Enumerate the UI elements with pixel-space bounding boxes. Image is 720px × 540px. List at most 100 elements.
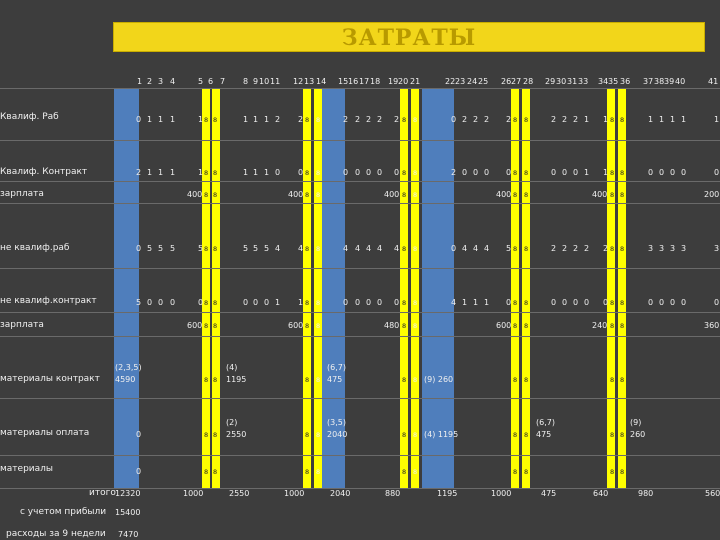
table-cell: 1 bbox=[170, 115, 176, 124]
table-cell: 8 bbox=[305, 245, 310, 253]
table-cell: 8 bbox=[316, 376, 321, 384]
table-cell: 0 bbox=[573, 168, 579, 177]
table-cell: 8 bbox=[213, 116, 218, 124]
row-divider bbox=[0, 336, 720, 337]
table-cell: 0 bbox=[158, 298, 164, 307]
table-cell: 0 bbox=[484, 168, 490, 177]
column-total: 2550 bbox=[229, 489, 250, 498]
table-cell: 0 bbox=[562, 298, 568, 307]
table-cell: (2,3,5) bbox=[115, 363, 142, 372]
table-cell: 0 bbox=[366, 298, 372, 307]
table-cell: 2 bbox=[377, 115, 383, 124]
column-total: 880 bbox=[385, 489, 401, 498]
column-total: 1000 bbox=[284, 489, 305, 498]
table-cell: 400 bbox=[187, 190, 203, 199]
week-number: 31 bbox=[567, 77, 578, 86]
column-total: 1000 bbox=[491, 489, 512, 498]
yellow-column-band bbox=[522, 88, 530, 488]
week-number: 36 bbox=[620, 77, 631, 86]
table-cell: 2 bbox=[473, 115, 479, 124]
table-cell: 8 bbox=[402, 322, 407, 330]
table-cell: 4 bbox=[462, 244, 468, 253]
yellow-column-band bbox=[303, 88, 311, 488]
table-cell: 8 bbox=[513, 169, 518, 177]
table-cell: 0 bbox=[573, 298, 579, 307]
table-cell: 0 bbox=[681, 298, 687, 307]
table-cell: 475 bbox=[327, 375, 343, 384]
table-cell: 1 bbox=[681, 115, 687, 124]
table-cell: 8 bbox=[204, 116, 209, 124]
week-number: 41 bbox=[708, 77, 719, 86]
table-cell: (6,7) bbox=[536, 418, 555, 427]
table-cell: 1 bbox=[603, 168, 609, 177]
table-cell: 1 bbox=[243, 115, 249, 124]
table-cell: 1 bbox=[603, 115, 609, 124]
table-cell: 0 bbox=[506, 298, 512, 307]
yellow-column-band bbox=[202, 88, 210, 488]
expenses-label: расходы за 9 недели bbox=[6, 529, 106, 539]
table-cell: 0 bbox=[198, 298, 204, 307]
table-cell: 2 bbox=[562, 115, 568, 124]
table-cell: 2 bbox=[573, 115, 579, 124]
table-cell: 1 bbox=[158, 115, 164, 124]
table-cell: 1 bbox=[648, 115, 654, 124]
table-cell: 8 bbox=[402, 431, 407, 439]
table-cell: 8 bbox=[610, 376, 615, 384]
table-cell: 2 bbox=[136, 168, 142, 177]
table-cell: 4 bbox=[275, 244, 281, 253]
table-cell: 8 bbox=[305, 191, 310, 199]
table-cell: 8 bbox=[213, 169, 218, 177]
table-cell: 8 bbox=[316, 191, 321, 199]
column-total: 475 bbox=[541, 489, 557, 498]
table-cell: 8 bbox=[610, 245, 615, 253]
table-cell: 1 bbox=[158, 168, 164, 177]
table-cell: 8 bbox=[213, 191, 218, 199]
table-cell: 2 bbox=[484, 115, 490, 124]
table-cell: 8 bbox=[524, 169, 529, 177]
table-cell: 8 bbox=[305, 431, 310, 439]
week-number: 12 bbox=[293, 77, 304, 86]
table-cell: 8 bbox=[620, 116, 625, 124]
week-number: 24 bbox=[467, 77, 478, 86]
row-divider bbox=[0, 268, 720, 269]
table-cell: 475 bbox=[536, 430, 552, 439]
table-cell: 4 bbox=[473, 244, 479, 253]
blue-column-band bbox=[422, 88, 454, 488]
row-divider bbox=[0, 488, 720, 489]
table-cell: 8 bbox=[620, 322, 625, 330]
week-number: 15 bbox=[338, 77, 349, 86]
table-cell: 0 bbox=[659, 298, 665, 307]
table-cell: 0 bbox=[603, 298, 609, 307]
week-number: 17 bbox=[359, 77, 370, 86]
table-cell: 8 bbox=[620, 431, 625, 439]
table-cell: 400 bbox=[496, 190, 512, 199]
table-cell: (4) bbox=[226, 363, 238, 372]
table-cell: 2 bbox=[506, 115, 512, 124]
table-cell: 8 bbox=[413, 299, 418, 307]
table-cell: 8 bbox=[610, 431, 615, 439]
table-cell: 2 bbox=[584, 244, 590, 253]
week-number: 19 bbox=[388, 77, 399, 86]
table-cell: 1 bbox=[659, 115, 665, 124]
week-number: 25 bbox=[478, 77, 489, 86]
page-title: ЗАТРАТЫ bbox=[113, 22, 705, 52]
table-cell: 4 bbox=[484, 244, 490, 253]
table-cell: 0 bbox=[551, 298, 557, 307]
table-cell: 8 bbox=[402, 376, 407, 384]
table-cell: 5 bbox=[136, 298, 142, 307]
week-number: 14 bbox=[316, 77, 327, 86]
table-cell: 8 bbox=[610, 116, 615, 124]
table-cell: 8 bbox=[305, 376, 310, 384]
table-cell: 0 bbox=[136, 244, 142, 253]
table-cell: 1 bbox=[473, 298, 479, 307]
table-cell: 8 bbox=[213, 468, 218, 476]
table-cell: 8 bbox=[513, 299, 518, 307]
table-cell: 1 bbox=[670, 115, 676, 124]
table-cell: (4) 1195 bbox=[424, 430, 459, 439]
yellow-column-band bbox=[411, 88, 419, 488]
table-cell: 8 bbox=[524, 431, 529, 439]
row-divider bbox=[0, 455, 720, 456]
week-number: 21 bbox=[410, 77, 421, 86]
table-cell: 0 bbox=[394, 168, 400, 177]
yellow-column-band bbox=[400, 88, 408, 488]
